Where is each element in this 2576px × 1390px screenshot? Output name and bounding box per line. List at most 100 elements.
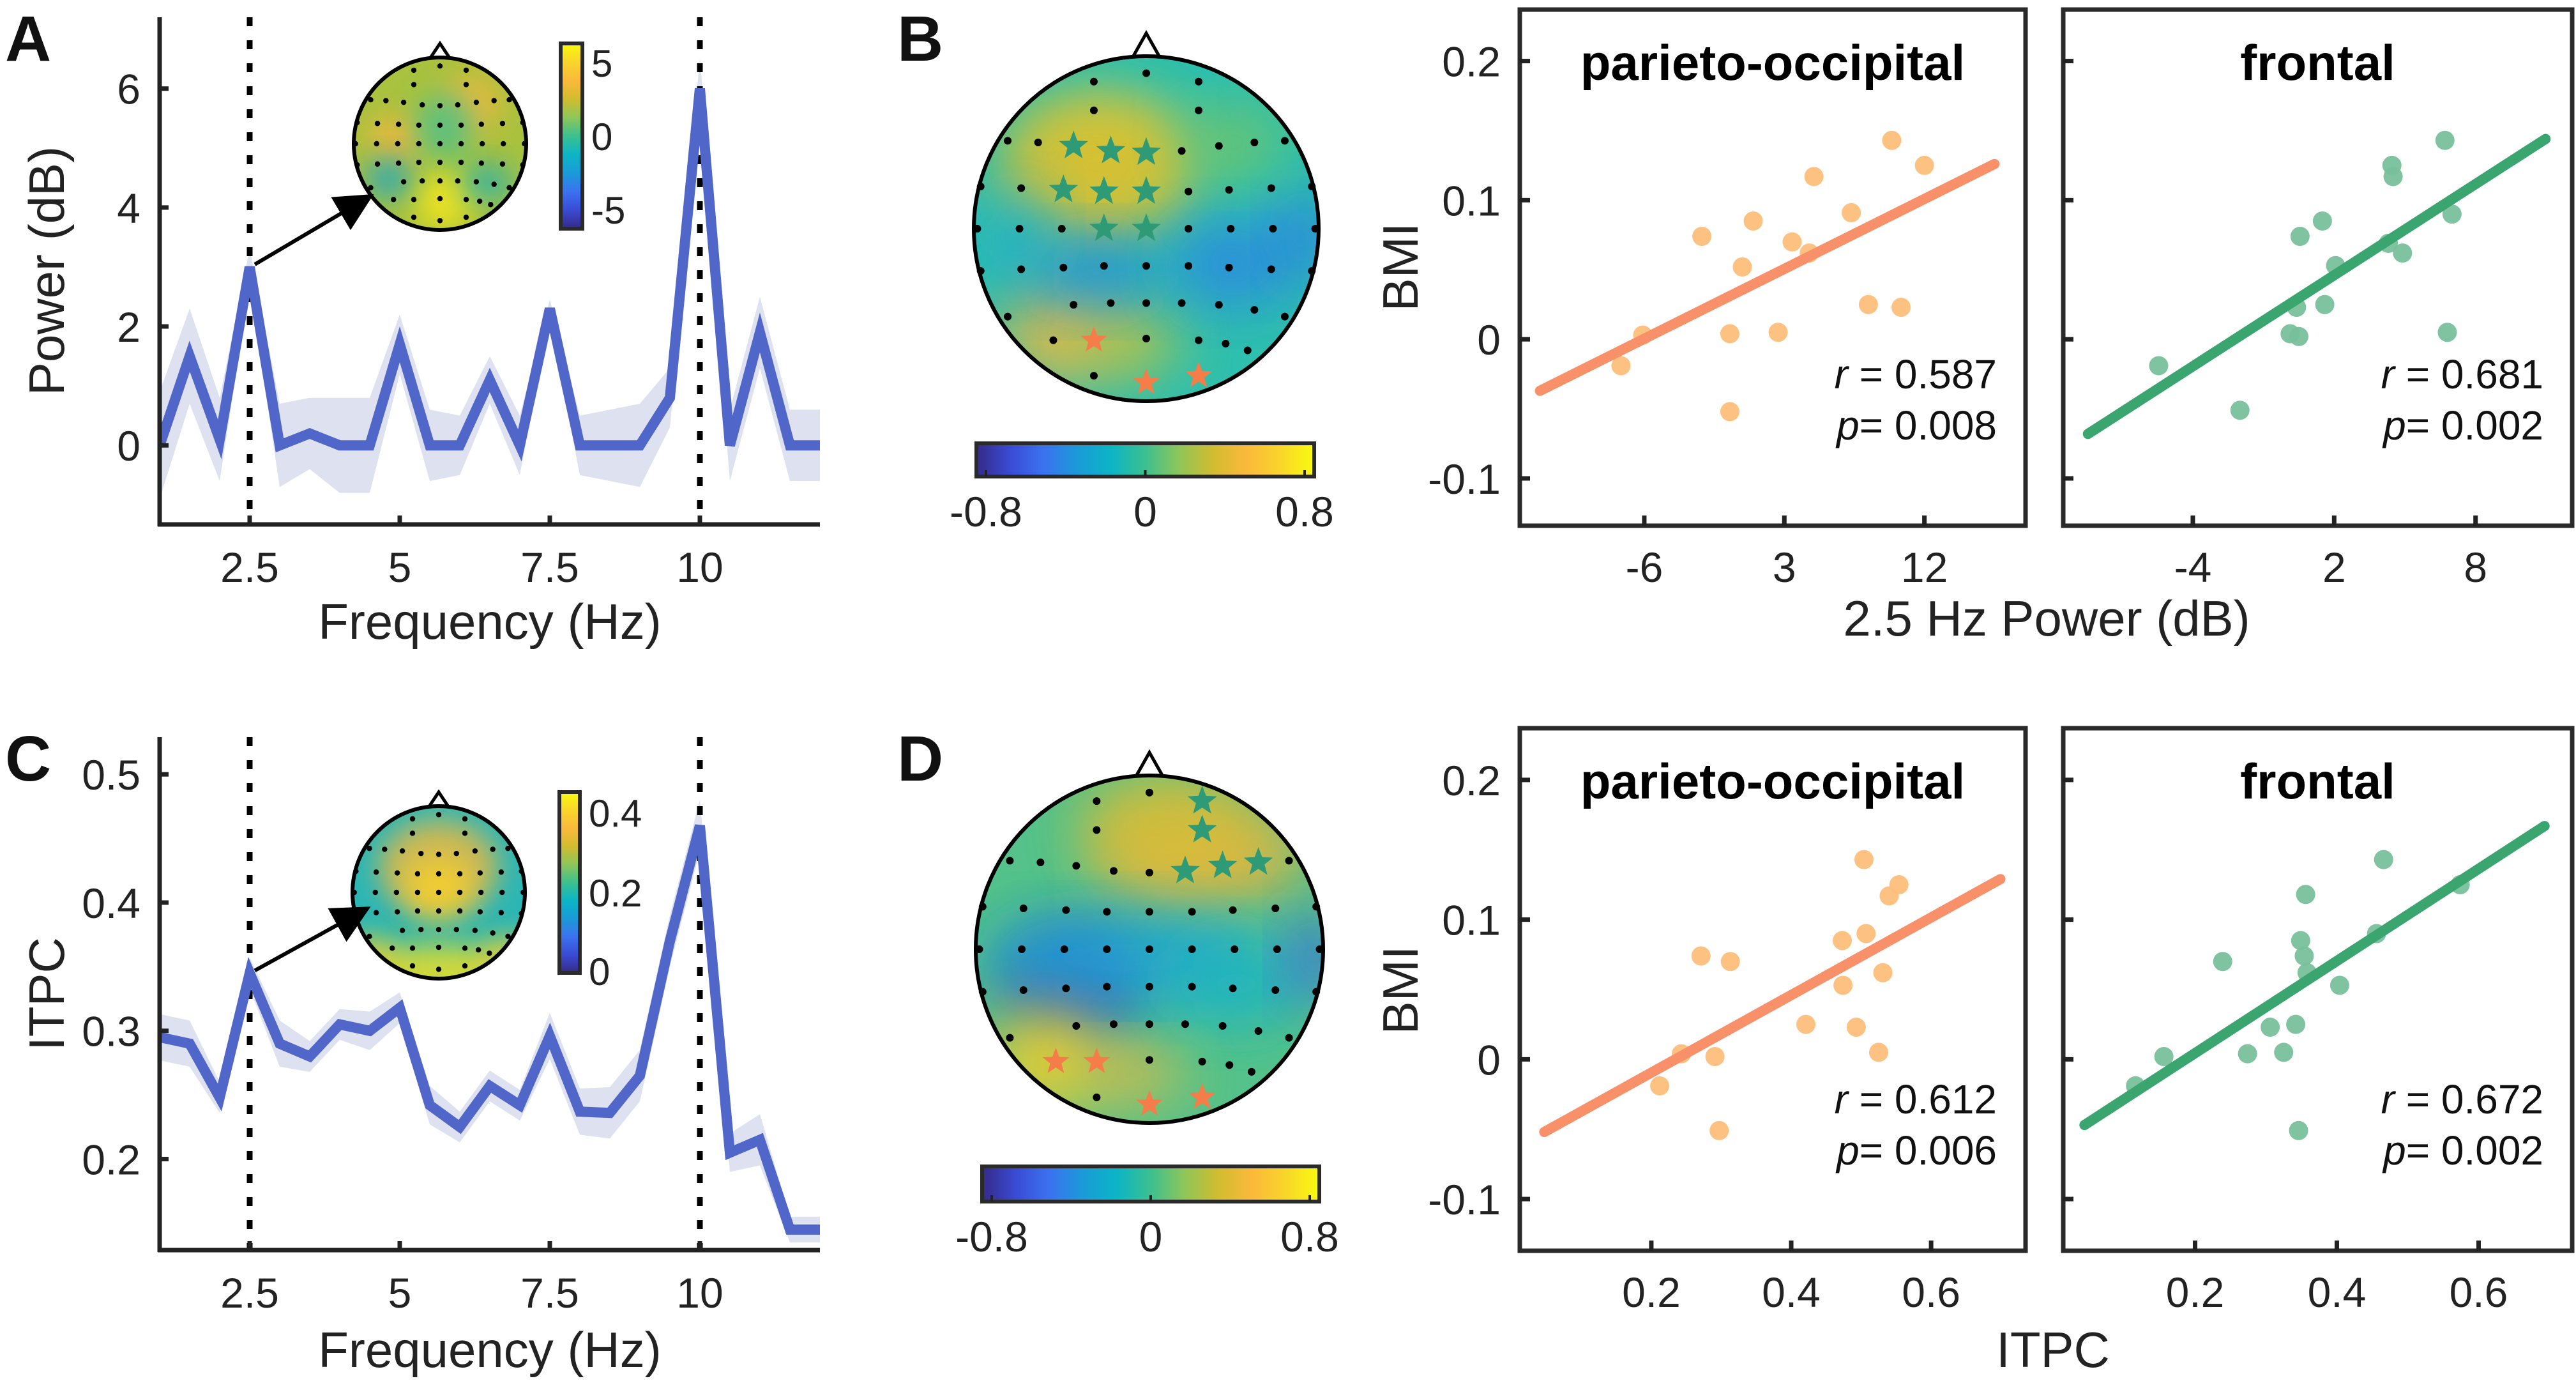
electrode-dot — [458, 141, 464, 147]
scatter-point — [2435, 130, 2455, 150]
panel-letter-a: A — [5, 3, 51, 75]
plot-frame — [2061, 7, 2575, 528]
electrode-dot — [487, 951, 492, 956]
x-tick-label: 7.5 — [520, 544, 579, 591]
plot-frame — [1517, 7, 2028, 528]
electrode-dot — [373, 910, 379, 915]
electrode-dot — [1185, 225, 1193, 233]
topo-blob — [414, 92, 474, 161]
electrode-dot — [1146, 982, 1153, 991]
nose-icon — [428, 40, 452, 60]
x-tick-label: 0.6 — [2450, 1269, 2508, 1316]
bottom-scatter-ylabel: BMI — [1372, 946, 1428, 1035]
colorbar-tick-label: 0 — [1139, 1213, 1163, 1260]
electrode-dot — [409, 963, 416, 969]
electrode-dot — [394, 870, 400, 876]
topo-blob — [361, 944, 517, 979]
correlation-p: p= 0.008 — [1835, 402, 1997, 448]
electrode-dot — [1017, 184, 1026, 192]
scatter-point — [2154, 1046, 2174, 1066]
panel-letter-c: C — [5, 723, 51, 795]
x-tick-label: 2 — [2322, 544, 2346, 591]
subplot-title: parieto-occipital — [1580, 34, 1965, 91]
inset-topomap: 5 0 -5 — [352, 40, 625, 232]
significant-electrode-star-parietal — [1136, 1090, 1163, 1116]
inset-colorbar-tick: 0 — [589, 951, 610, 993]
electrode-dot — [1227, 225, 1235, 233]
x-tick-label: 0.6 — [1902, 1269, 1960, 1316]
correlation-r: r = 0.587 — [1835, 351, 1997, 397]
electrode-dot — [436, 889, 442, 896]
electrode-dot — [1142, 299, 1150, 307]
electrode-dot — [457, 908, 463, 914]
electrode-dot — [1103, 945, 1111, 953]
electrode-dot — [458, 122, 464, 128]
electrode-dot — [1185, 187, 1193, 195]
scatter-point — [1650, 1076, 1670, 1096]
electrode-dot — [414, 889, 421, 896]
electrode-dot — [1178, 147, 1186, 155]
scatter-point — [1856, 924, 1876, 943]
electrode-dot — [1247, 1067, 1255, 1076]
electrode-dot — [1070, 301, 1078, 309]
electrode-dot — [437, 141, 443, 147]
electrode-dot — [414, 908, 421, 914]
scatter-point — [2286, 1014, 2306, 1034]
electrode-dot — [475, 947, 481, 953]
electrode-dot — [1004, 312, 1012, 321]
electrode-dot — [477, 909, 483, 915]
electrode-dot — [463, 214, 469, 220]
correlation-r: r = 0.672 — [2381, 1076, 2543, 1122]
electrode-dot — [1229, 906, 1237, 914]
electrode-dot — [1089, 372, 1098, 380]
y-tick-label: 4 — [117, 185, 140, 232]
electrode-dot — [1185, 262, 1193, 270]
electrode-dot — [1034, 139, 1042, 147]
x-tick-label: 0.4 — [1762, 1269, 1821, 1316]
electrode-dot — [411, 67, 417, 73]
electrode-dot — [1107, 299, 1115, 307]
electrode-dot — [1285, 857, 1293, 865]
topo-blob — [404, 858, 473, 919]
electrode-dot — [416, 122, 422, 128]
electrode-dot — [394, 909, 400, 915]
panel-c-ylabel: ITPC — [19, 937, 75, 1051]
scatter-point — [2294, 946, 2314, 966]
electrode-dot — [400, 179, 407, 185]
correlation-p: p= 0.002 — [2382, 1127, 2543, 1173]
electrode-dot — [383, 98, 389, 103]
electrode-dot — [1225, 263, 1233, 271]
electrode-dot — [374, 161, 381, 167]
scatter-point — [1889, 874, 1909, 894]
subplot-title: frontal — [2240, 753, 2395, 809]
inset-colorbar-tick: 5 — [591, 42, 612, 85]
electrode-dot — [1089, 106, 1098, 114]
regression-line — [2079, 821, 2550, 1131]
significant-electrode-star-frontal — [1132, 137, 1161, 165]
correlation-r: r = 0.681 — [2381, 351, 2543, 397]
scatter-point — [1705, 1046, 1725, 1066]
electrode-dot — [506, 97, 512, 103]
significant-electrode-star-frontal — [1132, 213, 1161, 241]
scatter-point — [2442, 204, 2462, 224]
panel-a-xlabel: Frequency (Hz) — [318, 593, 661, 650]
electrode-dot — [1015, 225, 1024, 233]
colorbar-tick-label: -0.8 — [950, 488, 1022, 535]
significant-electrode-star-frontal — [1089, 213, 1119, 241]
electrode-dot — [1036, 859, 1045, 867]
colorbar-tick-label: 0 — [1133, 488, 1157, 535]
scatter-point — [1692, 226, 1712, 246]
electrode-dot — [1093, 826, 1101, 834]
scatter-point — [2238, 1044, 2257, 1064]
y-tick-label: 0.2 — [1442, 757, 1501, 804]
electrode-dot — [455, 102, 460, 108]
scatter-point — [1846, 1018, 1866, 1037]
electrode-dot — [1146, 1020, 1153, 1028]
p-value: = 0.002 — [2406, 1127, 2543, 1173]
correlation-p: p= 0.002 — [2382, 402, 2543, 448]
electrode-dot — [395, 160, 402, 166]
y-tick-label: -0.1 — [1428, 455, 1501, 503]
scatter-point — [1691, 946, 1711, 966]
electrode-dot — [367, 846, 372, 852]
electrode-dot — [1181, 1020, 1189, 1028]
